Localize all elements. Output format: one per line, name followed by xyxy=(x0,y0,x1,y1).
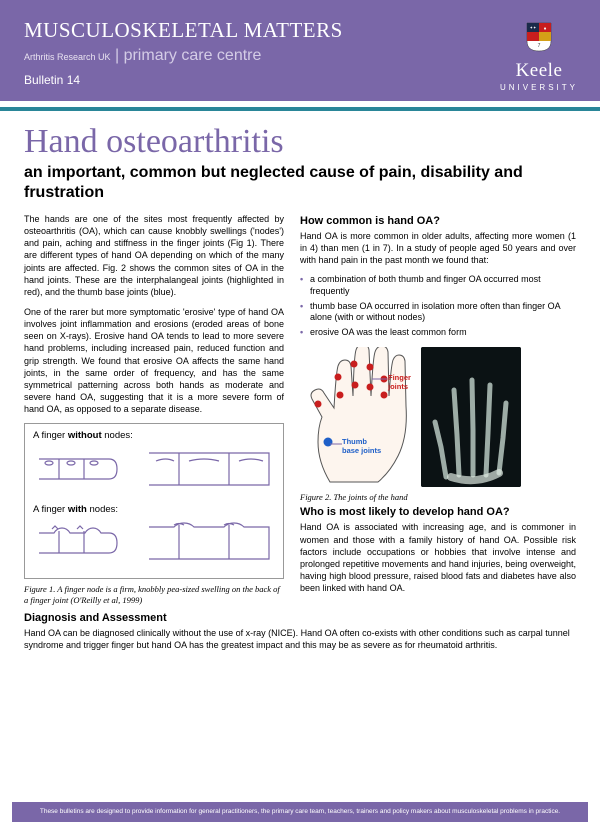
main-title: Hand osteoarthritis xyxy=(24,123,576,161)
figure-2-images: Finger joints Thumb base joints xyxy=(300,347,576,487)
fig1-label-without: A finger without nodes: xyxy=(33,430,275,441)
t: with xyxy=(68,504,87,515)
org-logo-text: Arthritis Research UK xyxy=(24,52,111,62)
shield-icon: ✦✦ ♦ 7 xyxy=(526,22,552,52)
hand-xray xyxy=(421,347,521,487)
figure-2-caption: Figure 2. The joints of the hand xyxy=(300,492,576,503)
right-column: How common is hand OA? Hand OA is more c… xyxy=(300,213,576,606)
figure-1-caption: Figure 1. A finger node is a firm, knobb… xyxy=(24,584,284,605)
how-common-para: Hand OA is more common in older adults, … xyxy=(300,230,576,266)
t: nodes: xyxy=(87,504,118,515)
left-column: The hands are one of the sites most freq… xyxy=(24,213,284,606)
subtitle: an important, common but neglected cause… xyxy=(24,163,576,203)
who-develops-para: Hand OA is associated with increasing ag… xyxy=(300,521,576,594)
centre-text: | primary care centre xyxy=(111,47,262,64)
figure-1-box: A finger without nodes: A finger with no… xyxy=(24,423,284,579)
footer: These bulletins are designed to provide … xyxy=(12,802,588,822)
hand-diagram-svg xyxy=(300,347,415,487)
finger-without-nodes-icon xyxy=(33,445,275,493)
t: nodes: xyxy=(102,430,133,441)
uni-sub: UNIVERSITY xyxy=(500,83,578,92)
svg-text:✦✦: ✦✦ xyxy=(530,25,537,30)
bulletin-number: Bulletin 14 xyxy=(24,73,576,87)
intro-para-1: The hands are one of the sites most freq… xyxy=(24,213,284,298)
fig1-label-with: A finger with nodes: xyxy=(33,504,275,515)
svg-text:♦: ♦ xyxy=(544,26,547,32)
university-logo: ✦✦ ♦ 7 Keele UNIVERSITY xyxy=(500,22,578,92)
t: without xyxy=(68,430,102,441)
bullet-list: a combination of both thumb and finger O… xyxy=(300,274,576,338)
header-title: MUSCULOSKELETAL MATTERS xyxy=(24,18,576,43)
thumb-joints-label: Thumb base joints xyxy=(342,437,382,455)
t: A finger xyxy=(33,504,68,515)
diagnosis-para: Hand OA can be diagnosed clinically with… xyxy=(24,627,576,651)
t: A finger xyxy=(33,430,68,441)
list-item: erosive OA was the least common form xyxy=(300,327,576,339)
content: Hand osteoarthritis an important, common… xyxy=(0,111,600,606)
header: ✦✦ ♦ 7 Keele UNIVERSITY MUSCULOSKELETAL … xyxy=(0,0,600,101)
svg-text:7: 7 xyxy=(538,43,541,49)
finger-joints-label: Finger joints xyxy=(388,373,415,391)
intro-para-2: One of the rarer but more symptomatic 'e… xyxy=(24,306,284,415)
uni-name: Keele xyxy=(500,60,578,82)
page: ✦✦ ♦ 7 Keele UNIVERSITY MUSCULOSKELETAL … xyxy=(0,0,600,832)
columns: The hands are one of the sites most freq… xyxy=(24,213,576,606)
diagnosis-section: Diagnosis and Assessment Hand OA can be … xyxy=(0,612,600,651)
list-item: thumb base OA occurred in isolation more… xyxy=(300,301,576,324)
how-common-heading: How common is hand OA? xyxy=(300,215,576,227)
xray-icon xyxy=(421,347,521,487)
list-item: a combination of both thumb and finger O… xyxy=(300,274,576,297)
hand-diagram: Finger joints Thumb base joints xyxy=(300,347,415,487)
finger-with-nodes-icon xyxy=(33,519,275,567)
who-develops-heading: Who is most likely to develop hand OA? xyxy=(300,506,576,518)
diagnosis-heading: Diagnosis and Assessment xyxy=(24,612,576,624)
header-subtitle: Arthritis Research UK | primary care cen… xyxy=(24,47,576,65)
